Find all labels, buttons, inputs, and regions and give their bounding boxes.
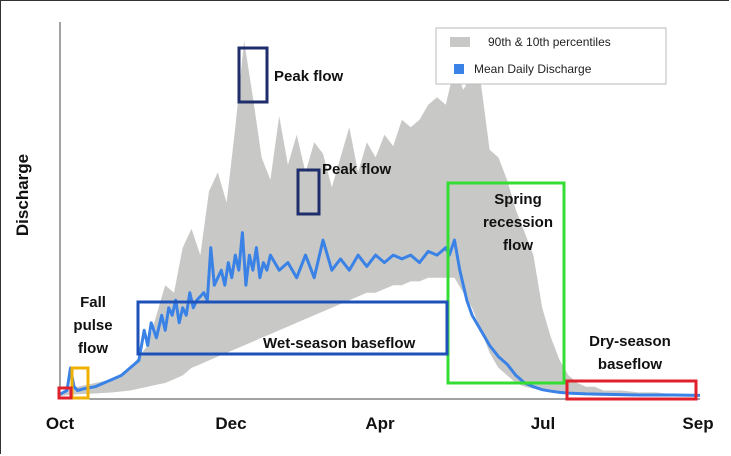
dry-season-box [565, 379, 698, 401]
annotation-peak-flow-1: Peak flow [274, 68, 344, 85]
legend: 90th & 10th percentiles Mean Daily Disch… [435, 27, 667, 85]
fall-pulse-box [70, 366, 90, 400]
x-tick-label-jul: Jul [531, 414, 556, 433]
legend-swatch-percentiles [450, 37, 470, 47]
legend-swatch-mean [454, 64, 464, 74]
x-tick-label-dec: Dec [215, 414, 246, 433]
wet-season-box [136, 300, 449, 356]
annotation-spring-line-2: recession [483, 214, 553, 231]
spring-recession-box [446, 181, 566, 385]
x-tick-label-sep: Sep [682, 414, 713, 433]
annotation-spring-line-1: Spring [494, 191, 542, 208]
annotation-box-group [57, 46, 698, 401]
dry-season-box-start [57, 386, 73, 400]
annotation-wet-season: Wet-season baseflow [263, 335, 416, 352]
mean-daily-discharge-line [59, 231, 701, 397]
mean-line-group [59, 231, 701, 397]
annotation-fall-line-3: flow [78, 340, 108, 357]
annotation-fall-line-2: pulse [73, 317, 112, 334]
annotation-dry-line-1: Dry-season [589, 333, 671, 350]
percentile-band-group [60, 40, 700, 397]
peak-flow-box-1 [237, 46, 269, 104]
percentile-band [60, 40, 700, 397]
annotation-peak-flow-2: Peak flow [322, 161, 392, 178]
x-tick-group: Oct Dec Apr Jul Sep [46, 414, 714, 433]
y-axis-label: Discharge [13, 154, 32, 236]
legend-label-percentiles: 90th & 10th percentiles [488, 35, 611, 49]
annotation-spring-line-3: flow [503, 237, 533, 254]
peak-flow-box-2 [296, 168, 321, 216]
legend-label-mean: Mean Daily Discharge [474, 62, 592, 76]
annotation-fall-line-1: Fall [80, 294, 106, 311]
x-tick-label-oct: Oct [46, 414, 75, 433]
annotation-dry-line-2: baseflow [598, 356, 663, 373]
x-tick-label-apr: Apr [365, 414, 395, 433]
